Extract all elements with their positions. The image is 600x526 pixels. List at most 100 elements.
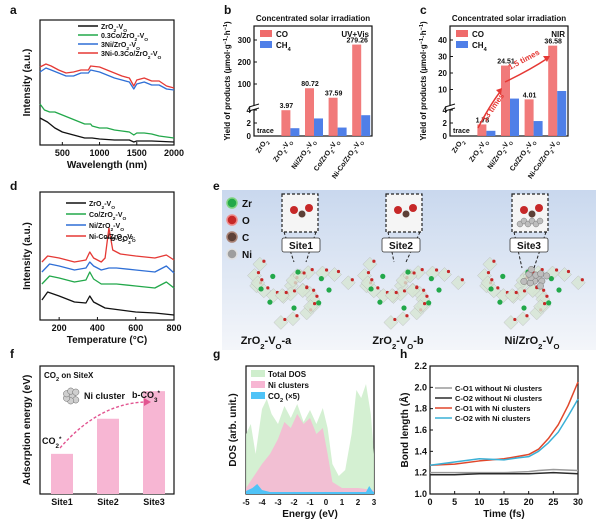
- c-atom: [528, 210, 536, 218]
- panel-letter-a: a: [10, 3, 17, 17]
- zr-atom: [295, 269, 301, 275]
- legend-label: C-O1 without Ni clusters: [455, 384, 542, 393]
- legend-label: CH4: [472, 41, 488, 53]
- o-atom: [580, 278, 584, 282]
- category-label: ZrO2-VO: [272, 138, 295, 165]
- series-line-Ni-Co: [41, 227, 175, 263]
- y-axis-label: Adsorption energy (eV): [22, 375, 33, 486]
- o-atom: [514, 290, 518, 295]
- bar-adsorption: [51, 453, 73, 494]
- y-tick-label: 1.0: [414, 489, 427, 499]
- y-axis-label: Intensity (a.u.): [22, 222, 33, 290]
- chart-title: Concentrated solar irradiation: [256, 14, 370, 23]
- o-atom: [284, 290, 288, 295]
- y-tick-label: 100: [238, 80, 252, 89]
- o-atom: [446, 269, 451, 274]
- series-line-0.3Co: [39, 103, 175, 139]
- legend-label: C-O2 without Ni clusters: [455, 394, 542, 403]
- bar-ch4: [314, 118, 323, 136]
- legend-label: 3Ni/ZrO2-VO: [101, 42, 140, 52]
- zr-atom: [426, 300, 432, 306]
- x-tick-label: 1: [340, 498, 345, 507]
- zr-atom: [377, 299, 383, 305]
- panel-letter-e: e: [213, 179, 220, 193]
- o-atom: [370, 278, 374, 282]
- ni-atom: [543, 272, 551, 280]
- annotation-bCO3: b-CO32-: [111, 235, 136, 246]
- o-atom: [290, 206, 298, 214]
- ni-cluster-atom: [72, 388, 80, 396]
- bar-data-label: 36.58: [544, 39, 562, 46]
- x-tick-label: 400: [90, 323, 105, 333]
- o-atom: [262, 259, 266, 263]
- structure-label-1: ZrO2-VO-a: [241, 335, 292, 351]
- bar-data-label: trace: [453, 128, 470, 135]
- y-tick-label: 2.2: [414, 361, 427, 371]
- annotation-arrow: [477, 91, 501, 129]
- series-line-ZrO2: [41, 291, 175, 316]
- legend-label: C-O1 with Ni clusters: [455, 404, 530, 413]
- zr-atom: [521, 305, 527, 311]
- x-axis-label: Temperature (°C): [67, 335, 148, 346]
- x-axis-label: Time (fs): [483, 509, 525, 520]
- legend-swatch: [251, 381, 265, 388]
- arrow-head: [144, 398, 151, 406]
- legend-label: ZrO2-VO: [101, 24, 127, 34]
- zr-atom: [291, 305, 297, 311]
- site-label-box: [281, 237, 321, 253]
- y-tick-label: 1.4: [414, 446, 427, 456]
- site-label-box: [381, 237, 421, 253]
- o-atom: [522, 289, 527, 293]
- bar-ch4: [290, 128, 300, 136]
- zr-atom: [497, 299, 503, 305]
- y-axis-label: Bond length (Å): [398, 393, 411, 468]
- o-atom: [545, 294, 549, 298]
- category-label: Site3: [143, 497, 165, 507]
- category-label: Co/ZrO2-VO: [509, 138, 538, 174]
- o-atom: [425, 294, 429, 298]
- o-atom: [260, 278, 264, 282]
- category-label: Site1: [51, 497, 73, 507]
- o-atom: [520, 206, 528, 214]
- c-atom: [402, 210, 410, 218]
- panel-letter-d: d: [10, 179, 17, 193]
- category-label: Ni-Co/ZrO2-VO: [527, 138, 562, 182]
- o-atom: [486, 271, 491, 275]
- bar-data-label: 279.26: [346, 38, 368, 45]
- x-tick-label: -1: [306, 498, 314, 507]
- bar-data-label: 24.51: [497, 59, 515, 66]
- o-atom: [292, 289, 297, 293]
- o-atom: [492, 259, 496, 263]
- o-atom: [535, 204, 543, 212]
- o-atom: [350, 278, 354, 282]
- x-tick-label: 3: [372, 498, 377, 507]
- bar-data-label: 3.97: [280, 103, 294, 110]
- x-tick-label: 25: [548, 497, 558, 507]
- legend-atom-label: C: [242, 233, 249, 244]
- o-atom: [315, 294, 319, 298]
- category-label: ZrO2: [255, 138, 272, 156]
- c-atom: [298, 210, 306, 218]
- ni-atom: [536, 217, 544, 225]
- bar-co: [501, 65, 510, 136]
- panel-letter-f: f: [10, 347, 15, 361]
- y-axis-label: DOS (arb. unit.): [228, 393, 239, 466]
- legend-atom-c: [226, 231, 238, 243]
- o-atom: [312, 288, 316, 292]
- site-zoom-box: [281, 193, 319, 233]
- axis-break: [249, 106, 259, 110]
- bar-data-label: trace: [257, 128, 274, 135]
- legend-label: C-O2 with Ni clusters: [455, 414, 530, 423]
- x-tick-label: -3: [274, 498, 282, 507]
- o-atom: [525, 314, 529, 318]
- site-label: Site1: [289, 241, 313, 252]
- zr-atom: [368, 286, 374, 292]
- series-line-Ni: [41, 261, 175, 274]
- x-tick-label: 15: [499, 497, 509, 507]
- bar-data-label: 4.01: [523, 92, 537, 99]
- legend-label: Ni clusters: [268, 381, 309, 390]
- zr-atom: [500, 273, 506, 279]
- zr-atom: [318, 276, 324, 282]
- x-tick-label: 0: [324, 498, 329, 507]
